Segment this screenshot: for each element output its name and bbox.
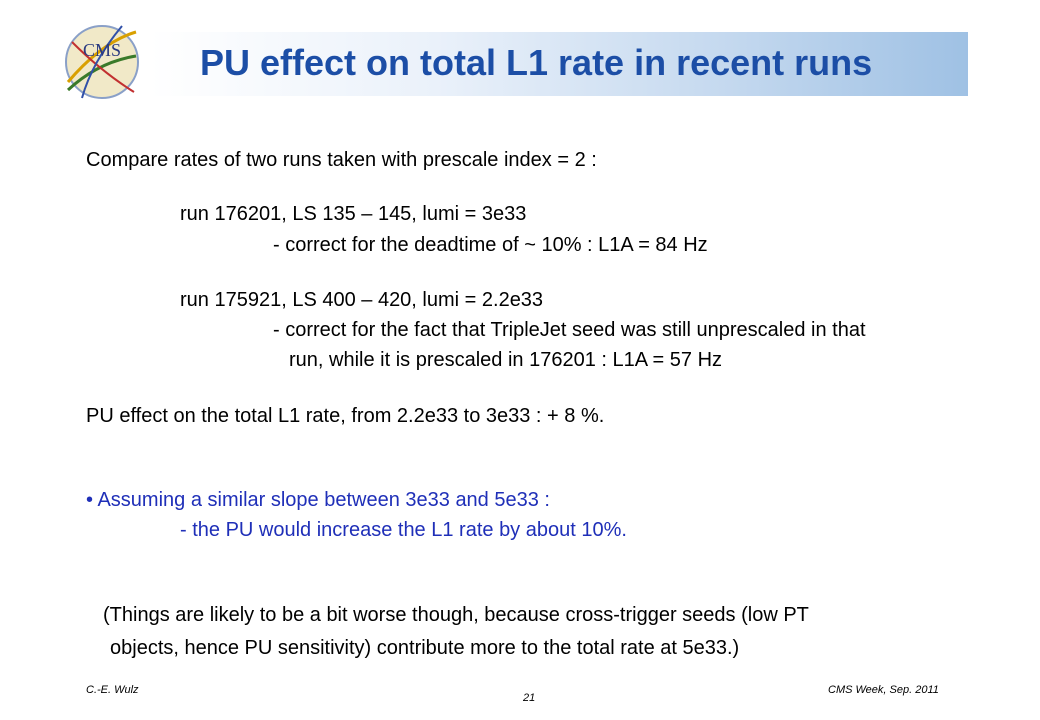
footer-event: CMS Week, Sep. 2011 xyxy=(828,684,939,696)
cms-logo-icon: CMS xyxy=(62,22,142,102)
note-line-1: (Things are likely to be a bit worse tho… xyxy=(103,604,809,626)
intro-line: Compare rates of two runs taken with pre… xyxy=(86,149,597,171)
run2-correction-line-1: - correct for the fact that TripleJet se… xyxy=(273,319,866,341)
run1-line: run 176201, LS 135 – 145, lumi = 3e33 xyxy=(180,203,527,225)
title-banner xyxy=(150,32,968,96)
bullet-icon: • xyxy=(86,489,94,511)
page-number: 21 xyxy=(523,692,536,704)
note-line-2: objects, hence PU sensitivity) contribut… xyxy=(110,637,740,659)
assumption-text: Assuming a similar slope between 3e33 an… xyxy=(97,489,550,511)
run2-correction-line-2: run, while it is prescaled in 176201 : L… xyxy=(289,349,723,371)
assumption-bullet: • Assuming a similar slope between 3e33 … xyxy=(86,488,550,512)
svg-text:CMS: CMS xyxy=(83,40,121,60)
run2-line: run 175921, LS 400 – 420, lumi = 2.2e33 xyxy=(180,289,544,311)
run1-correction-line: - correct for the deadtime of ~ 10% : L1… xyxy=(273,234,708,256)
page-title: PU effect on total L1 rate in recent run… xyxy=(200,42,873,83)
pu-effect-line: PU effect on the total L1 rate, from 2.2… xyxy=(86,405,605,427)
assumption-detail-line: - the PU would increase the L1 rate by a… xyxy=(180,519,627,541)
footer-author: C.-E. Wulz xyxy=(86,684,139,696)
